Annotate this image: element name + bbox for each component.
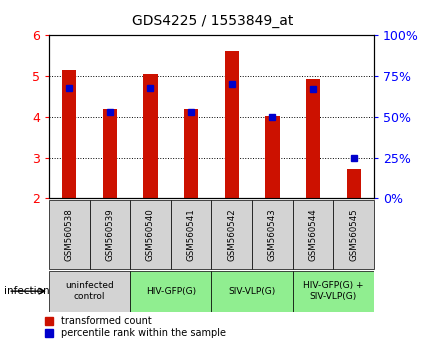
Bar (184, 109, 198, 198)
Text: GSM560542: GSM560542 (227, 208, 236, 261)
FancyBboxPatch shape (211, 271, 293, 312)
FancyBboxPatch shape (90, 200, 130, 269)
FancyBboxPatch shape (333, 200, 374, 269)
Bar (265, 116, 280, 198)
FancyBboxPatch shape (130, 200, 171, 269)
FancyBboxPatch shape (293, 271, 374, 312)
FancyBboxPatch shape (293, 200, 333, 269)
FancyBboxPatch shape (49, 200, 90, 269)
Text: GSM560540: GSM560540 (146, 208, 155, 261)
Legend: transformed count, percentile rank within the sample: transformed count, percentile rank withi… (45, 316, 226, 338)
Text: GSM560543: GSM560543 (268, 208, 277, 261)
Bar (346, 169, 361, 198)
Text: HIV-GFP(G) +
SIV-VLP(G): HIV-GFP(G) + SIV-VLP(G) (303, 281, 364, 301)
FancyBboxPatch shape (130, 271, 211, 312)
Text: infection: infection (4, 286, 50, 296)
FancyBboxPatch shape (49, 271, 130, 312)
Bar (225, 51, 239, 198)
Text: HIV-GFP(G): HIV-GFP(G) (146, 287, 196, 296)
Text: GSM560541: GSM560541 (187, 208, 196, 261)
Text: GSM560545: GSM560545 (349, 208, 358, 261)
Bar (306, 79, 320, 198)
Bar (62, 70, 76, 198)
Text: GSM560539: GSM560539 (105, 208, 114, 261)
FancyBboxPatch shape (211, 200, 252, 269)
Bar (103, 109, 117, 198)
Text: uninfected
control: uninfected control (65, 281, 114, 301)
Text: GSM560538: GSM560538 (65, 208, 74, 261)
FancyBboxPatch shape (171, 200, 211, 269)
Text: GSM560544: GSM560544 (309, 208, 317, 261)
FancyBboxPatch shape (252, 200, 293, 269)
Bar (143, 74, 158, 198)
Text: GDS4225 / 1553849_at: GDS4225 / 1553849_at (132, 14, 293, 28)
Text: SIV-VLP(G): SIV-VLP(G) (229, 287, 276, 296)
